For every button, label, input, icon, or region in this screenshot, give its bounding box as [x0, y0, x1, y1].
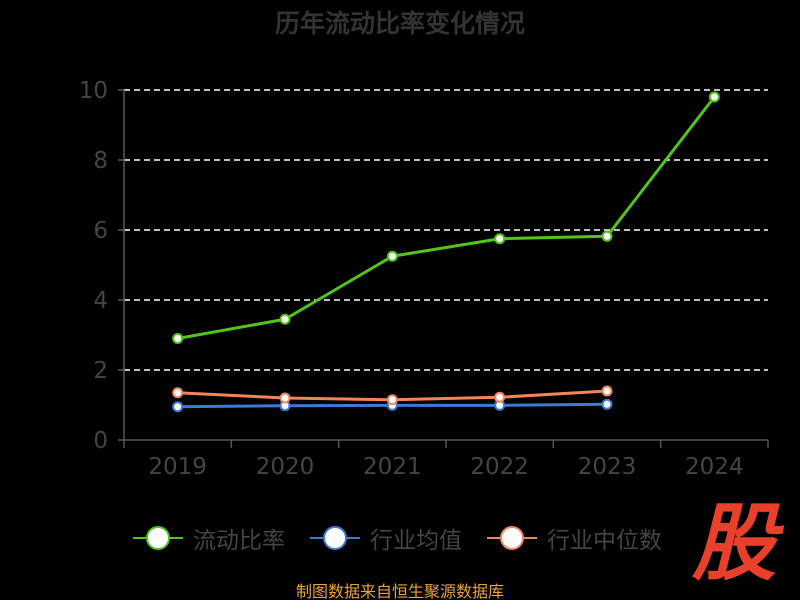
- grid-lines: [124, 89, 768, 371]
- data-point: [386, 394, 398, 406]
- data-point: [708, 91, 720, 103]
- y-tick-label: 0: [93, 428, 108, 454]
- x-tick-label: 2024: [685, 454, 744, 480]
- chart-title: 历年流动比率变化情况: [274, 9, 525, 38]
- x-tick-labels: 2019 2020 2021 2022 2023 2024: [148, 454, 743, 480]
- y-tick-labels: 0 2 4 6 8 10: [79, 78, 108, 454]
- data-point: [172, 401, 184, 413]
- legend: 流动比率 行业均值 行业中位数: [0, 518, 800, 558]
- legend-marker-industry-median: [487, 523, 537, 553]
- data-point: [172, 387, 184, 399]
- x-tick-label: 2023: [578, 454, 637, 480]
- data-point: [386, 250, 398, 262]
- x-tick-label: 2020: [256, 454, 315, 480]
- y-tick-label: 6: [93, 218, 108, 244]
- series-line: [177, 96, 716, 340]
- data-point: [279, 392, 291, 404]
- legend-label: 流动比率: [193, 528, 285, 554]
- legend-label: 行业均值: [370, 528, 462, 554]
- y-tick-label: 10: [79, 78, 108, 104]
- data-point: [601, 385, 613, 397]
- legend-dot: [146, 526, 170, 550]
- data-point: [494, 233, 506, 245]
- legend-marker-industry-average: [310, 523, 360, 553]
- legend-item-industry-median[interactable]: 行业中位数: [487, 518, 662, 558]
- legend-label: 行业中位数: [547, 528, 662, 554]
- y-tick-label: 8: [93, 148, 108, 174]
- data-point: [601, 398, 613, 410]
- data-source-note: 制图数据来自恒生聚源数据库: [295, 582, 504, 600]
- legend-item-current-ratio[interactable]: 流动比率: [133, 518, 285, 558]
- legend-marker-current-ratio: [133, 523, 183, 553]
- y-tick-label: 2: [93, 358, 108, 384]
- y-tick-label: 4: [93, 288, 108, 314]
- data-point: [494, 391, 506, 403]
- series-lines: [172, 91, 720, 413]
- x-tick-label: 2019: [148, 454, 207, 480]
- axes: [118, 89, 769, 448]
- data-point: [279, 313, 291, 325]
- stock-logo-watermark: 股: [692, 494, 777, 592]
- legend-item-industry-average[interactable]: 行业均值: [310, 518, 462, 558]
- legend-dot: [323, 526, 347, 550]
- data-point: [172, 333, 184, 344]
- x-tick-label: 2022: [470, 454, 529, 480]
- data-point: [601, 230, 613, 242]
- x-tick-label: 2021: [363, 454, 422, 480]
- legend-dot: [500, 526, 524, 550]
